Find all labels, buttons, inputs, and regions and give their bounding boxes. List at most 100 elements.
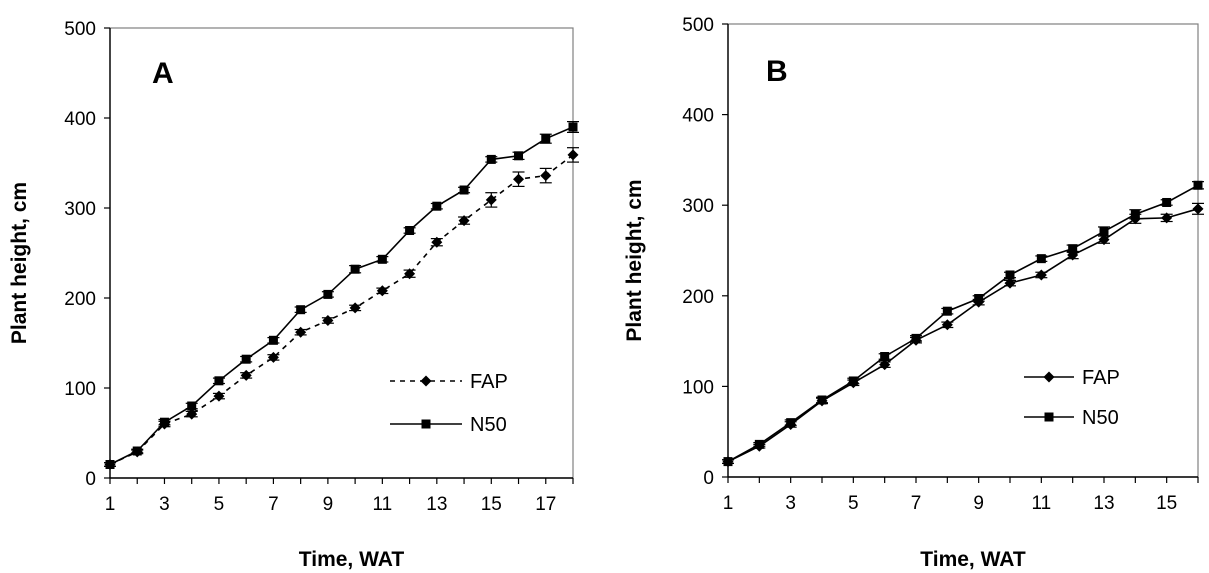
series-n50 [104, 120, 579, 469]
y-axis-title: Plant height, cm [8, 182, 31, 344]
panel-label: B [766, 55, 788, 88]
y-tick-label: 100 [64, 379, 96, 400]
data-point-fap [295, 326, 307, 338]
data-point-n50 [817, 395, 827, 405]
legend-label: N50 [470, 414, 507, 436]
series-line-n50 [727, 184, 1199, 463]
data-point-n50 [377, 254, 387, 264]
series-line-fap [727, 208, 1199, 463]
data-point-fap [404, 268, 416, 280]
data-point-n50 [459, 185, 469, 195]
plot-frame [109, 27, 574, 479]
legend-marker [1044, 412, 1054, 422]
data-point-fap [431, 236, 443, 248]
data-point-n50 [1162, 197, 1172, 207]
data-point-fap [567, 149, 579, 161]
data-point-n50 [132, 446, 142, 456]
x-tick-label: 7 [911, 493, 922, 514]
data-point-n50 [159, 417, 169, 427]
data-point-n50 [1005, 270, 1015, 280]
y-tick-label: 500 [64, 19, 96, 40]
y-tick-label: 500 [682, 15, 714, 36]
data-point-n50 [723, 457, 733, 467]
legend-item-n50: N50 [390, 414, 507, 436]
data-point-n50 [432, 201, 442, 211]
data-point-fap [1161, 212, 1173, 224]
x-tick-label: 15 [481, 494, 502, 515]
x-tick-label: 3 [159, 494, 170, 515]
data-point-fap [1192, 203, 1204, 215]
x-tick-label: 11 [1031, 493, 1051, 514]
series-line-fap [109, 154, 574, 466]
data-point-n50 [541, 134, 551, 144]
x-tick-label: 9 [973, 493, 984, 514]
y-tick-label: 0 [85, 469, 96, 490]
legend-marker [1043, 371, 1055, 383]
y-tick-label: 300 [64, 199, 96, 220]
data-point-fap [485, 194, 497, 206]
y-tick-label: 300 [682, 196, 714, 217]
data-point-n50 [486, 154, 496, 164]
data-point-fap [1004, 277, 1016, 289]
series-n50 [722, 180, 1204, 467]
data-point-fap [1035, 269, 1047, 281]
data-point-n50 [214, 376, 224, 386]
data-point-n50 [350, 264, 360, 274]
legend-item-n50: N50 [1024, 407, 1119, 429]
data-point-n50 [296, 305, 306, 315]
y-tick-label: 0 [703, 468, 714, 489]
x-tick-label: 13 [426, 494, 447, 515]
data-point-n50 [1099, 226, 1109, 236]
data-point-fap [349, 302, 361, 314]
data-point-fap [540, 170, 552, 182]
series-fap [722, 202, 1204, 468]
data-point-fap [240, 369, 252, 381]
data-point-n50 [786, 418, 796, 428]
x-tick-label: 7 [268, 494, 279, 515]
y-tick-label: 400 [682, 106, 714, 127]
legend-marker [420, 375, 432, 387]
data-point-n50 [1130, 209, 1140, 219]
data-point-fap [186, 408, 198, 420]
data-point-fap [267, 351, 279, 363]
x-axis-title: Time, WAT [920, 548, 1026, 571]
x-tick-label: 9 [323, 494, 334, 515]
data-point-n50 [323, 289, 333, 299]
data-point-n50 [911, 333, 921, 343]
data-point-n50 [187, 401, 197, 411]
x-tick-label: 5 [214, 494, 225, 515]
y-tick-label: 200 [682, 287, 714, 308]
data-point-fap [879, 359, 891, 371]
data-point-n50 [1068, 244, 1078, 254]
data-point-n50 [974, 294, 984, 304]
plot-frame [727, 23, 1199, 478]
data-point-fap [513, 173, 525, 185]
x-tick-label: 1 [105, 494, 116, 515]
data-point-n50 [1036, 254, 1046, 264]
data-point-n50 [268, 335, 278, 345]
data-point-n50 [105, 460, 115, 469]
x-tick-label: 3 [785, 493, 796, 514]
legend-label: N50 [1082, 407, 1119, 429]
series-fap [104, 147, 579, 470]
y-tick-label: 400 [64, 109, 96, 130]
legend-label: FAP [1082, 367, 1120, 389]
data-point-n50 [848, 376, 858, 386]
data-point-n50 [514, 151, 524, 161]
data-point-fap [458, 215, 470, 227]
data-point-n50 [942, 306, 952, 316]
y-tick-label: 200 [64, 289, 96, 310]
x-tick-label: 1 [723, 493, 734, 514]
x-tick-label: 11 [372, 494, 392, 515]
data-point-fap [941, 319, 953, 331]
x-tick-label: 5 [848, 493, 859, 514]
data-point-n50 [568, 122, 578, 132]
data-point-n50 [754, 439, 764, 449]
data-point-fap [1098, 234, 1110, 246]
legend-item-fap: FAP [390, 371, 508, 393]
panel-label: A [152, 57, 174, 90]
x-tick-label: 13 [1093, 493, 1114, 514]
